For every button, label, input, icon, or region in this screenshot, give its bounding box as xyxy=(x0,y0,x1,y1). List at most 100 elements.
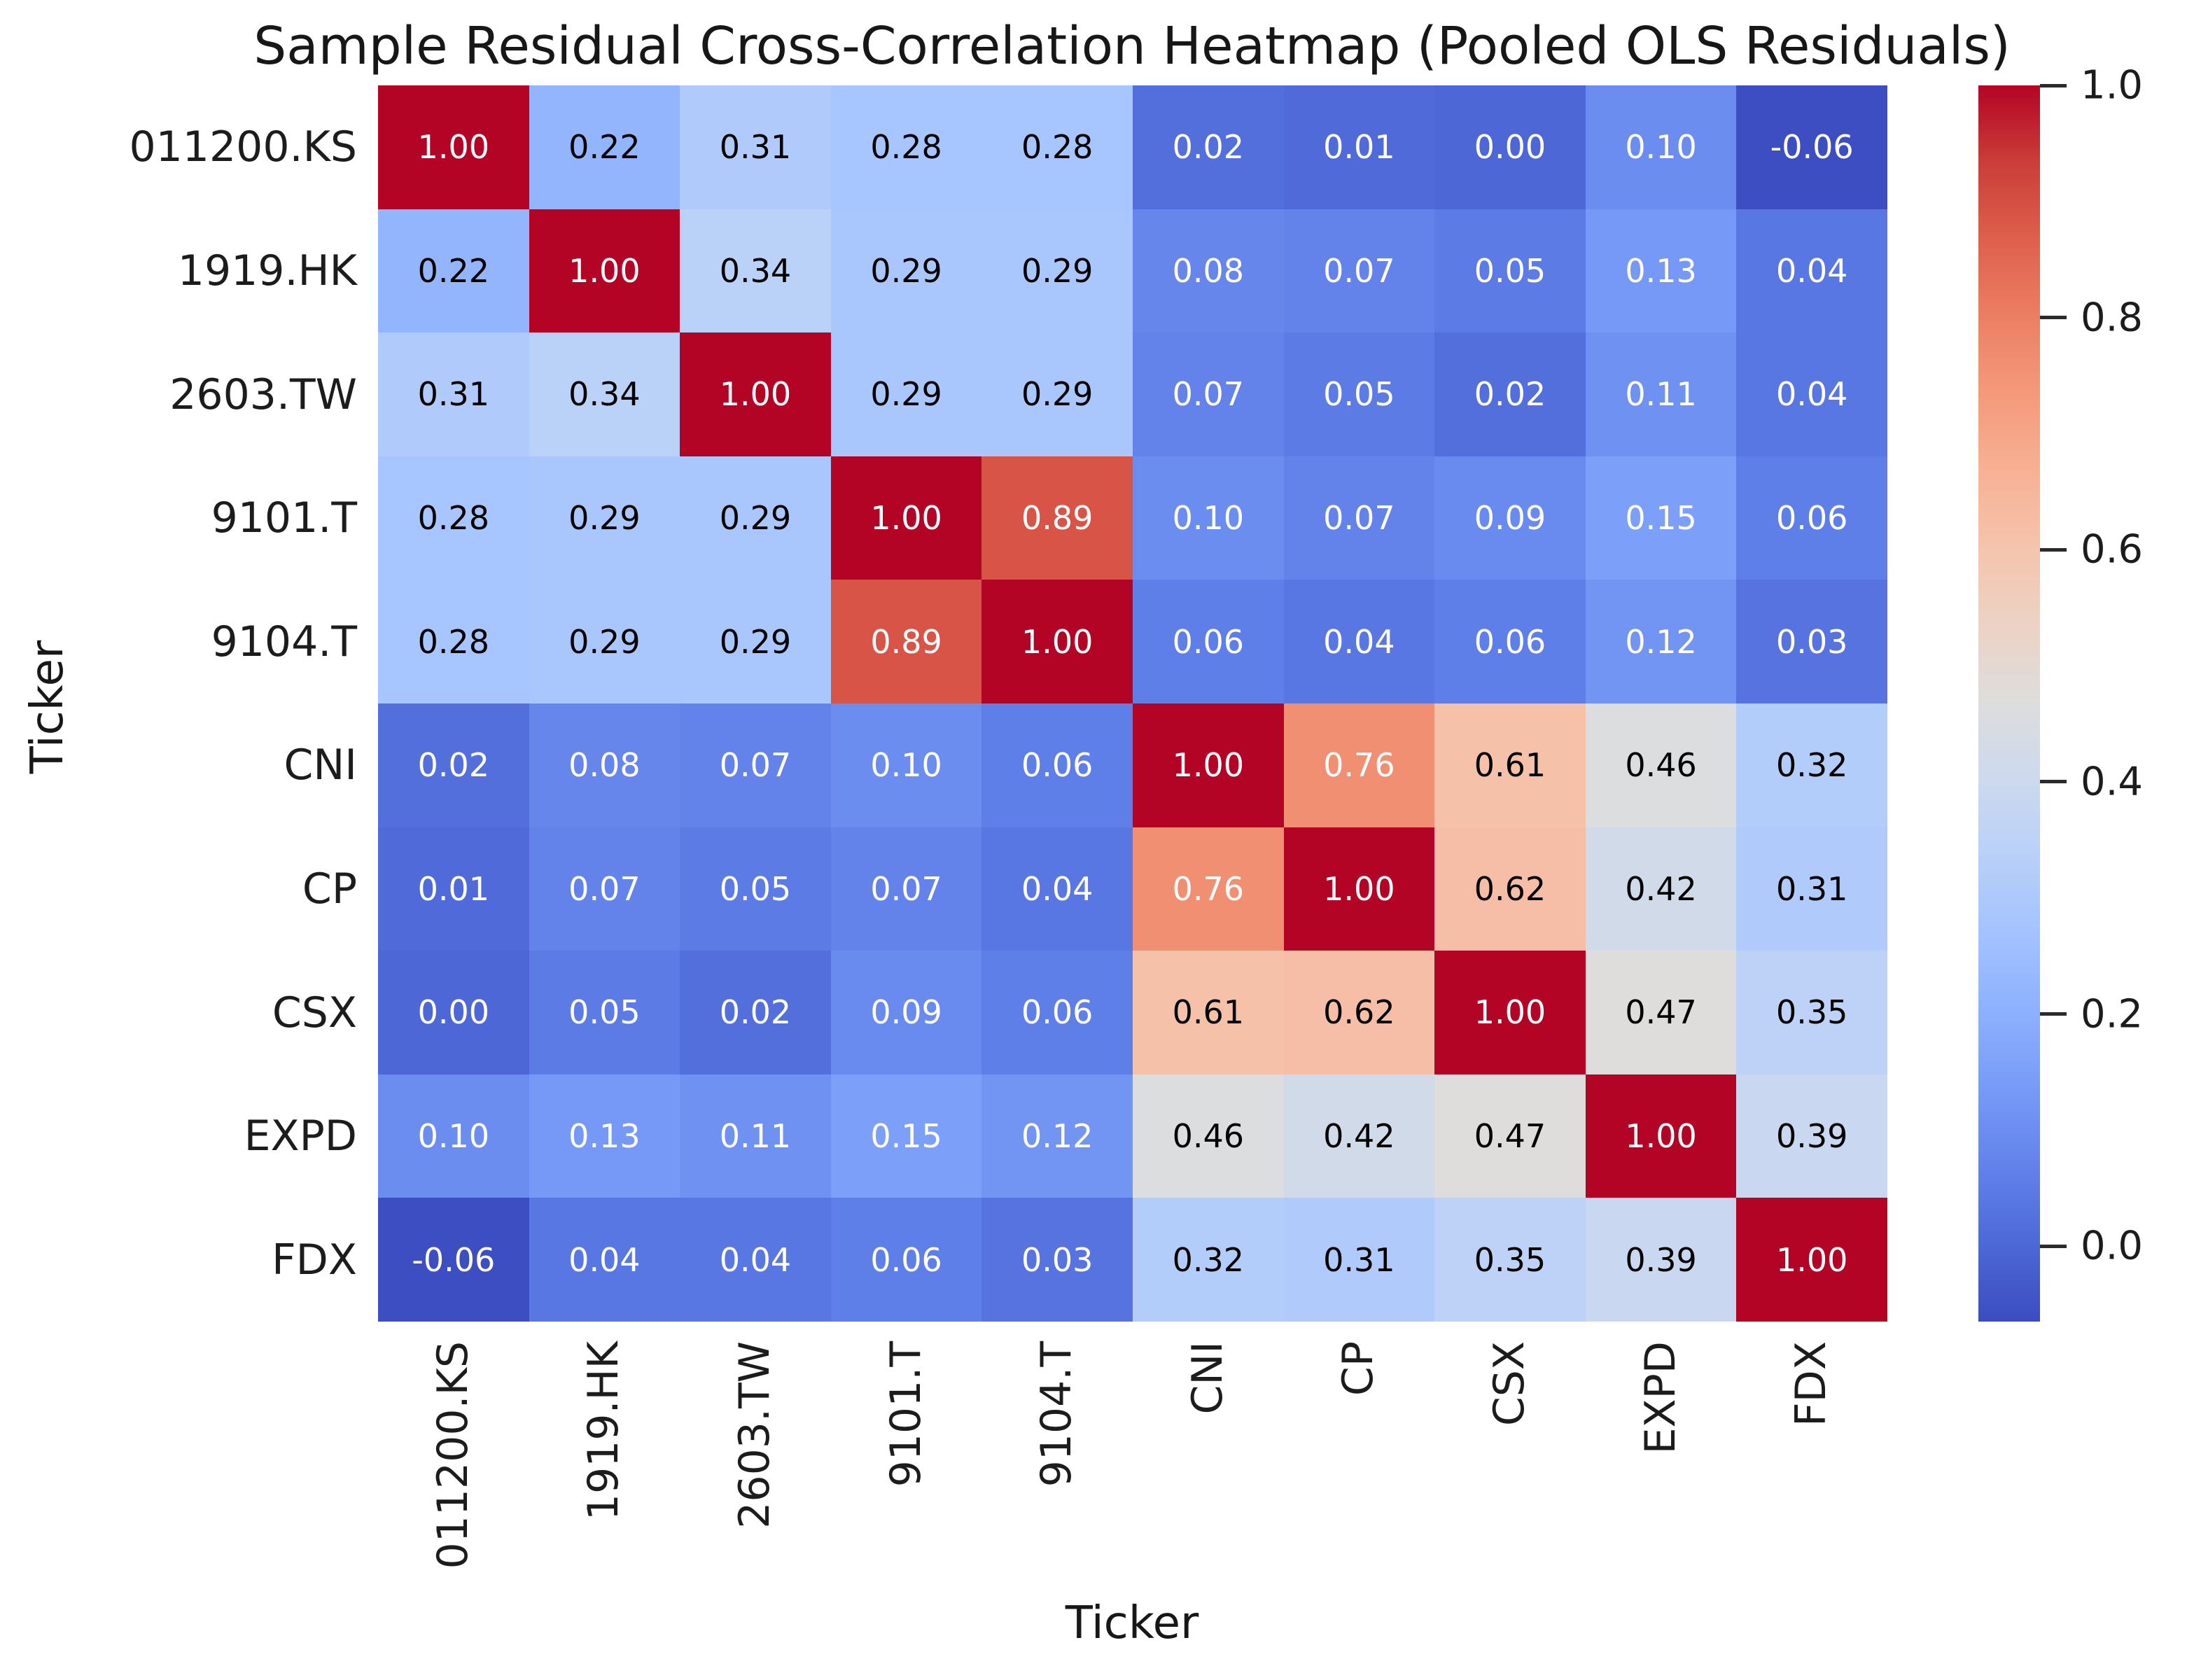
cell-value: 1.00 xyxy=(1172,746,1244,785)
heatmap-cell: 0.06 xyxy=(830,1198,982,1322)
heatmap-cell: 0.06 xyxy=(1133,580,1284,704)
heatmap-cell: 0.02 xyxy=(1434,332,1586,456)
cell-value: 0.31 xyxy=(719,128,792,167)
colorbar-tick-label: 0.6 xyxy=(2081,526,2144,573)
heatmap-cell: 0.13 xyxy=(1585,209,1737,333)
heatmap-cell: 0.47 xyxy=(1585,951,1737,1074)
cell-value: 0.05 xyxy=(1474,251,1546,290)
y-tick-label: CSX xyxy=(272,988,357,1037)
cell-value: 0.29 xyxy=(1021,375,1094,414)
cell-value: 0.15 xyxy=(870,1117,942,1156)
cell-value: 0.03 xyxy=(1775,622,1848,661)
cell-value: 1.00 xyxy=(417,128,489,167)
x-tick-label: CSX xyxy=(1485,1341,1534,1427)
cell-value: 1.00 xyxy=(1021,622,1094,661)
heatmap-cell: 0.29 xyxy=(529,580,680,704)
heatmap-cell: 0.02 xyxy=(378,704,529,827)
heatmap-cell: 0.47 xyxy=(1434,1074,1586,1198)
cell-value: 0.62 xyxy=(1323,993,1395,1032)
cell-value: 0.35 xyxy=(1474,1240,1546,1279)
cell-value: 0.07 xyxy=(870,869,942,908)
heatmap-cell: 0.34 xyxy=(529,332,680,456)
cell-value: 0.02 xyxy=(1474,375,1546,414)
heatmap-cell: 0.10 xyxy=(830,704,982,827)
cell-value: 0.89 xyxy=(870,622,942,661)
cell-value: 0.09 xyxy=(870,993,942,1032)
cell-value: 0.10 xyxy=(870,746,942,785)
heatmap-cell: 0.09 xyxy=(830,951,982,1074)
cell-value: 0.42 xyxy=(1323,1117,1395,1156)
heatmap-cell: 1.00 xyxy=(1585,1074,1737,1198)
heatmap-cell: 0.29 xyxy=(680,456,831,580)
heatmap-cell: 0.05 xyxy=(1434,209,1586,333)
heatmap-cell: 0.35 xyxy=(1434,1198,1586,1322)
heatmap-cell: 0.09 xyxy=(1434,456,1586,580)
y-tick-label: 9101.T xyxy=(211,493,357,543)
cell-value: 0.29 xyxy=(870,251,942,290)
cell-value: 0.00 xyxy=(417,993,489,1032)
x-tick-label: 011200.KS xyxy=(428,1341,477,1569)
y-tick-label: 1919.HK xyxy=(177,246,357,295)
cell-value: 1.00 xyxy=(719,375,792,414)
cell-value: 0.07 xyxy=(1172,375,1244,414)
cell-value: 0.31 xyxy=(1323,1240,1395,1279)
cell-value: 0.62 xyxy=(1474,869,1546,908)
cell-value: 0.05 xyxy=(568,993,641,1032)
cell-value: 0.08 xyxy=(568,746,641,785)
cell-value: 0.08 xyxy=(1172,251,1244,290)
cell-value: 0.46 xyxy=(1625,746,1697,785)
heatmap-cell: 0.08 xyxy=(529,704,680,827)
cell-value: -0.06 xyxy=(1770,128,1854,167)
cell-value: 0.02 xyxy=(417,746,489,785)
colorbar-tick xyxy=(2040,547,2067,552)
x-tick-label: CNI xyxy=(1182,1341,1232,1415)
heatmap-cell: 0.31 xyxy=(680,85,831,209)
heatmap-cell: 0.05 xyxy=(529,951,680,1074)
heatmap-cell: 0.28 xyxy=(830,85,982,209)
heatmap-cell: 0.06 xyxy=(1434,580,1586,704)
heatmap-cell: 0.04 xyxy=(1283,580,1435,704)
heatmap-cell: 0.06 xyxy=(981,951,1133,1074)
heatmap-cell: 0.29 xyxy=(680,580,831,704)
cell-value: 0.00 xyxy=(1474,128,1546,167)
cell-value: 0.76 xyxy=(1172,869,1244,908)
cell-value: 0.39 xyxy=(1775,1117,1848,1156)
y-tick-label: 011200.KS xyxy=(129,122,357,172)
cell-value: 0.04 xyxy=(568,1240,641,1279)
heatmap-cell: 0.04 xyxy=(1736,209,1887,333)
heatmap-cell: 0.29 xyxy=(981,332,1133,456)
colorbar-tick xyxy=(2040,1012,2067,1016)
y-axis-title: Ticker xyxy=(22,640,74,774)
x-tick-label: 2603.TW xyxy=(730,1341,779,1529)
cell-value: 0.01 xyxy=(417,869,489,908)
heatmap-cell: 0.15 xyxy=(830,1074,982,1198)
y-tick-label: CNI xyxy=(284,741,357,790)
heatmap-cell: 0.29 xyxy=(529,456,680,580)
cell-value: 1.00 xyxy=(1323,869,1395,908)
heatmap-cell: 0.29 xyxy=(981,209,1133,333)
cell-value: 0.29 xyxy=(568,499,641,538)
heatmap-cell: 0.02 xyxy=(680,951,831,1074)
heatmap-cell: 0.07 xyxy=(830,827,982,951)
x-tick-label: 9104.T xyxy=(1032,1341,1082,1488)
heatmap-cell: 0.08 xyxy=(1133,209,1284,333)
heatmap-cell: 0.01 xyxy=(378,827,529,951)
heatmap-cell: 0.39 xyxy=(1585,1198,1737,1322)
colorbar-tick xyxy=(2040,780,2067,784)
colorbar-tick-label: 0.4 xyxy=(2081,759,2144,805)
cell-value: 0.05 xyxy=(1323,375,1395,414)
heatmap-cell: 0.32 xyxy=(1736,704,1887,827)
cell-value: 0.28 xyxy=(870,128,942,167)
colorbar-tick-label: 0.8 xyxy=(2081,295,2144,341)
x-tick-label: EXPD xyxy=(1635,1341,1685,1455)
heatmap-cell: 0.42 xyxy=(1585,827,1737,951)
cell-value: 0.89 xyxy=(1021,499,1094,538)
heatmap-cell: 0.42 xyxy=(1283,1074,1435,1198)
cell-value: 0.61 xyxy=(1172,993,1244,1032)
cell-value: 0.10 xyxy=(1172,499,1244,538)
heatmap-cell: 1.00 xyxy=(529,209,680,333)
cell-value: 0.61 xyxy=(1474,746,1546,785)
cell-value: 0.29 xyxy=(568,622,641,661)
heatmap-cell: 0.00 xyxy=(378,951,529,1074)
